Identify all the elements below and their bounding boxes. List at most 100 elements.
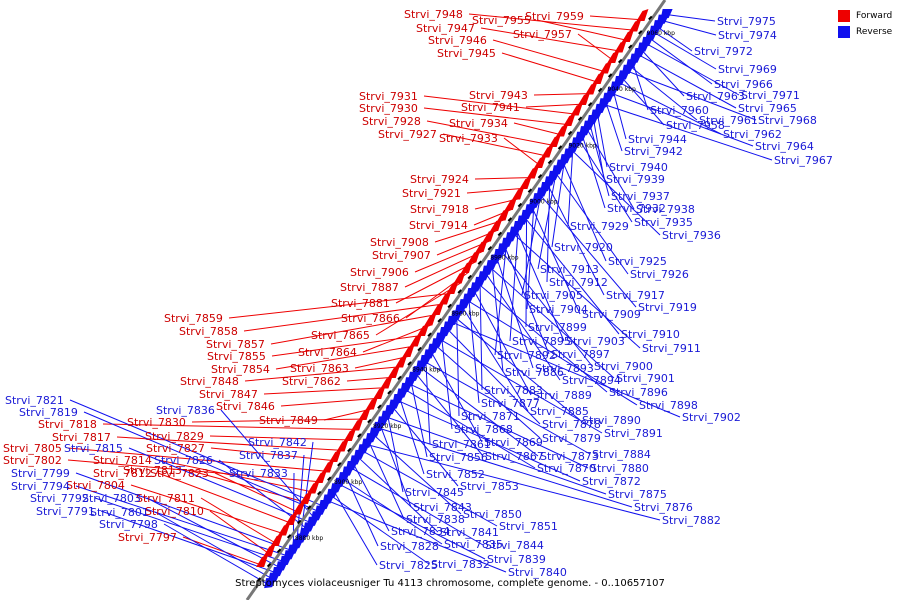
- reverse-leader-line: [498, 248, 593, 367]
- forward-gene-block: [592, 72, 605, 84]
- forward-leader-line: [243, 303, 448, 332]
- reverse-gene-label: Strvi_7851: [499, 520, 558, 533]
- reverse-gene-label: Strvi_7905: [524, 289, 583, 302]
- forward-gene-label: Strvi_7928: [362, 115, 421, 128]
- reverse-leader-line: [537, 164, 559, 270]
- reverse-gene-label: Strvi_7910: [621, 328, 680, 341]
- forward-gene-label: Strvi_7849: [259, 414, 318, 427]
- legend-forward: Forward: [838, 8, 892, 24]
- reverse-leader-line: [452, 314, 581, 421]
- forward-gene-block: [512, 187, 525, 200]
- reverse-leader-line: [448, 320, 681, 418]
- genome-caption: Streptomyces violaceusniger Tu 4113 chro…: [235, 578, 665, 589]
- reverse-leader-line: [328, 493, 430, 565]
- reverse-leader-line: [359, 448, 498, 527]
- forward-leader-line: [270, 313, 440, 345]
- scale-tick-label: 8920 kbp: [373, 423, 401, 430]
- forward-gene-block: [387, 366, 400, 378]
- reverse-gene-block: [264, 578, 277, 589]
- reverse-leader-line: [428, 348, 483, 443]
- reverse-gene-label: Strvi_7821: [5, 394, 64, 407]
- forward-gene-block: [424, 313, 437, 326]
- reverse-leader-line: [347, 465, 484, 546]
- reverse-gene-label: Strvi_7913: [540, 263, 599, 276]
- reverse-gene-label: Strvi_7892: [497, 349, 556, 362]
- reverse-gene-label: Strvi_7825: [379, 559, 438, 572]
- forward-leader-line: [346, 376, 396, 382]
- forward-gene-label: Strvi_7805: [3, 442, 62, 455]
- reverse-gene-label: Strvi_7880: [590, 462, 649, 475]
- reverse-gene-label: Strvi_7882: [662, 514, 721, 527]
- forward-gene-label: Strvi_7817: [52, 431, 111, 444]
- forward-leader-line: [271, 334, 426, 357]
- forward-gene-block: [270, 534, 283, 546]
- reverse-gene-label: Strvi_7925: [608, 255, 667, 268]
- reverse-gene-label: Strvi_7926: [630, 268, 689, 281]
- forward-gene-label: Strvi_7812: [93, 467, 152, 480]
- reverse-gene-label: Strvi_7879: [542, 432, 601, 445]
- legend-reverse: Reverse: [838, 24, 892, 40]
- reverse-leader-line: [642, 41, 740, 96]
- reverse-leader-line: [487, 264, 615, 379]
- reverse-leader-line: [638, 47, 685, 97]
- forward-gene-block: [380, 376, 393, 389]
- reverse-leader-line: [378, 421, 412, 508]
- reverse-gene-label: Strvi_7960: [650, 104, 709, 117]
- feature-mark: [306, 505, 312, 510]
- forward-gene-label: Strvi_7859: [164, 312, 223, 325]
- reverse-leader-line: [128, 447, 310, 523]
- forward-gene-block: [570, 103, 583, 116]
- forward-leader-line: [209, 435, 352, 441]
- reverse-leader-line: [658, 19, 717, 36]
- feature-mark: [266, 562, 272, 568]
- feature-mark: [607, 73, 613, 78]
- reverse-leader-line: [553, 169, 629, 275]
- reverse-gene-label: Strvi_7961: [699, 114, 758, 127]
- feature-mark: [487, 246, 492, 251]
- forward-leader-line: [474, 177, 535, 180]
- reverse-leader-line: [366, 437, 405, 520]
- feature-mark: [628, 44, 633, 49]
- forward-leader-line: [513, 122, 565, 136]
- reverse-gene-label: Strvi_7861: [432, 438, 491, 451]
- forward-gene-label: Strvi_7863: [290, 362, 349, 375]
- reverse-gene-label: Strvi_7868: [454, 423, 513, 436]
- reverse-gene-label: Strvi_7819: [19, 406, 78, 419]
- reverse-leader-line: [409, 376, 428, 458]
- reverse-gene-label: Strvi_7838: [406, 513, 465, 526]
- forward-leader-line: [280, 397, 382, 407]
- reverse-gene-label: Strvi_7839: [487, 553, 546, 566]
- reverse-gene-label: Strvi_7975: [717, 15, 776, 28]
- reverse-gene-label: Strvi_7883: [484, 384, 543, 397]
- feature-mark: [457, 289, 462, 294]
- reverse-leader-line: [163, 523, 267, 584]
- feature-mark: [447, 303, 452, 309]
- feature-mark: [337, 462, 342, 467]
- forward-gene-label: Strvi_7830: [127, 416, 186, 429]
- reverse-leader-line: [654, 24, 693, 52]
- reverse-gene-label: Strvi_7878: [542, 418, 601, 431]
- reverse-gene-label: Strvi_7929: [570, 220, 629, 233]
- feature-mark: [377, 404, 382, 409]
- reverse-gene-label: Strvi_7834: [391, 525, 450, 538]
- scale-tick-label: 9020 kbp: [568, 142, 596, 149]
- forward-gene-block: [256, 555, 269, 567]
- forward-gene-block: [417, 324, 430, 336]
- reverse-leader-line: [374, 426, 633, 508]
- reverse-gene-label: Strvi_7840: [508, 566, 567, 579]
- reverse-gene-label: Strvi_7801: [90, 506, 149, 519]
- reverse-leader-line: [471, 287, 532, 396]
- reverse-gene-label: Strvi_7869: [484, 436, 543, 449]
- feature-mark: [537, 174, 543, 179]
- reverse-gene-label: Strvi_7919: [638, 301, 697, 314]
- reverse-gene-label: Strvi_7966: [714, 78, 773, 91]
- reverse-leader-line: [526, 198, 535, 310]
- feature-mark: [296, 519, 302, 525]
- reverse-gene-label: Strvi_7870: [537, 462, 596, 475]
- forward-gene-block: [409, 334, 422, 347]
- forward-gene-label: Strvi_7918: [410, 203, 469, 216]
- forward-gene-block: [555, 124, 568, 137]
- scale-tick-label: 8960 kbp: [451, 311, 479, 318]
- forward-gene-label: Strvi_7854: [211, 363, 270, 376]
- forward-gene-label: Strvi_7930: [359, 102, 418, 115]
